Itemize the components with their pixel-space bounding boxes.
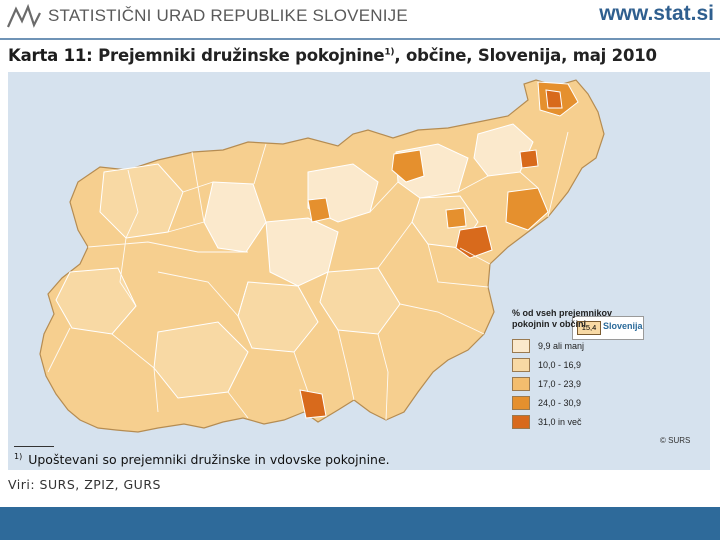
map-title-footnote-mark: 1)	[384, 47, 395, 58]
region-dark-4	[307, 197, 331, 223]
footnote: 1) Upoštevani so prejemniki družinske in …	[14, 452, 390, 467]
legend-swatch	[512, 338, 530, 353]
header: STATISTIČNI URAD REPUBLIKE SLOVENIJE www…	[0, 0, 720, 40]
legend-swatch	[512, 376, 530, 391]
national-average-name: Slovenija	[603, 321, 643, 331]
region-high-2	[545, 89, 563, 109]
legend-label: 10,0 - 16,9	[538, 359, 582, 370]
legend-item: 9,9 ali manj	[512, 336, 642, 355]
legend-swatch	[512, 414, 530, 429]
footnote-mark: 1)	[14, 452, 23, 461]
legend-label: 9,9 ali manj	[538, 340, 585, 351]
region-high-3	[519, 149, 539, 169]
slovenia-municipality-map	[39, 79, 605, 433]
legend-title: % od vseh prejemnikov pokojnin v občini	[512, 308, 613, 329]
map-title-text: Prejemniki družinske pokojnine	[98, 46, 385, 65]
legend-label: 24,0 - 30,9	[538, 397, 582, 408]
legend-item: 31,0 in več	[512, 412, 642, 431]
map-title: Karta 11: Prejemniki družinske pokojnine…	[8, 46, 657, 65]
region-dark-5	[445, 207, 467, 229]
region-dark-1	[391, 149, 425, 183]
footer-bar	[0, 507, 720, 540]
map-title-label: Karta 11:	[8, 46, 93, 65]
site-url-link[interactable]: www.stat.si	[599, 2, 714, 25]
map-panel: 15,4 Slovenija	[8, 72, 710, 470]
legend-label: 17,0 - 23,9	[538, 378, 582, 389]
source-line: Viri: SURS, ZPIZ, GURS	[8, 477, 161, 492]
region-high-4	[299, 389, 327, 419]
title-rule	[0, 38, 720, 40]
legend-label: 31,0 in več	[538, 416, 582, 427]
surs-logo-icon	[6, 3, 41, 28]
legend-item: 10,0 - 16,9	[512, 355, 642, 374]
map-legend: % od vseh prejemnikov pokojnin v občini …	[512, 308, 642, 431]
legend-item: 17,0 - 23,9	[512, 374, 642, 393]
footnote-rule	[14, 446, 54, 447]
municipality-boundaries	[47, 131, 569, 421]
footnote-text: Upoštevani so prejemniki družinske in vd…	[28, 452, 390, 468]
legend-swatch	[512, 357, 530, 372]
map-title-rest: , občine, Slovenija, maj 2010	[394, 46, 657, 65]
legend-swatch	[512, 395, 530, 410]
national-average-value: 15,4	[577, 321, 601, 335]
copyright-notice: © SURS	[660, 436, 691, 445]
region-high-1	[455, 225, 493, 259]
org-name: STATISTIČNI URAD REPUBLIKE SLOVENIJE	[48, 6, 408, 25]
legend-item: 24,0 - 30,9	[512, 393, 642, 412]
region-dark-3	[505, 187, 549, 231]
national-average-box: 15,4 Slovenija	[572, 316, 644, 340]
